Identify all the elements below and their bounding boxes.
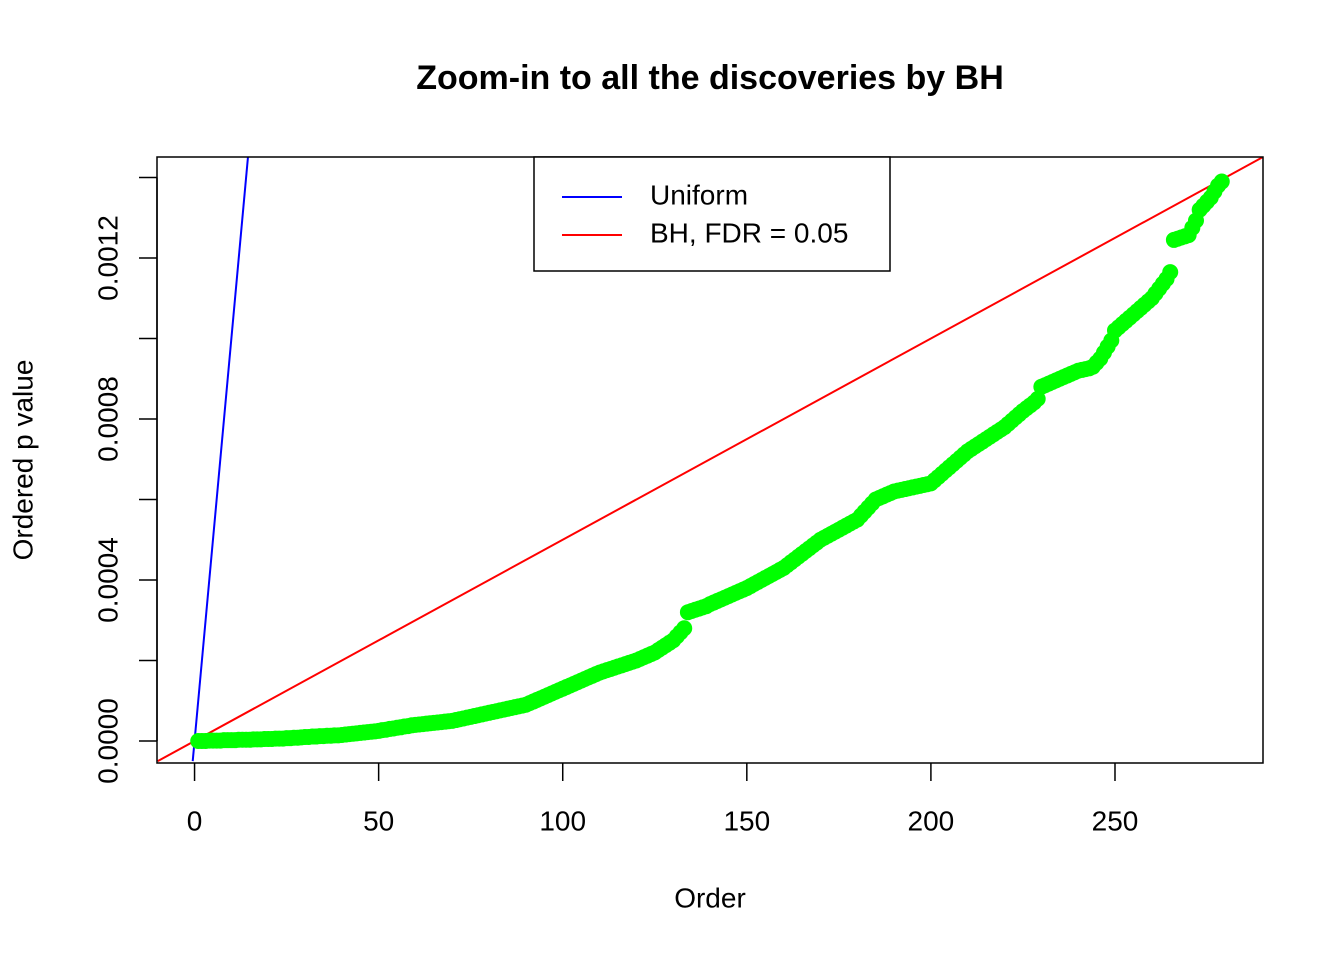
y-axis-label: Ordered p value [7, 360, 38, 561]
point [1213, 173, 1230, 190]
y-tick-label: 0.0008 [92, 376, 123, 462]
point [676, 620, 693, 637]
legend-label: BH, FDR = 0.05 [650, 217, 848, 248]
x-tick-label: 100 [539, 805, 586, 836]
series-line [157, 157, 1263, 762]
x-tick-label: 150 [723, 805, 770, 836]
legend-label: Uniform [650, 179, 748, 210]
point [1029, 390, 1046, 407]
legend-box [533, 156, 891, 272]
x-tick-label: 0 [187, 805, 203, 836]
chart-title: Zoom-in to all the discoveries by BH [416, 59, 1004, 97]
point [1162, 264, 1179, 281]
x-tick-label: 50 [363, 805, 394, 836]
series-line [191, 157, 249, 762]
x-tick-label: 250 [1092, 805, 1139, 836]
y-tick-label: 0.0004 [92, 537, 123, 623]
y-tick-label: 0.0000 [92, 698, 123, 784]
x-axis-label: Order [674, 882, 746, 913]
plot-area [157, 157, 1263, 762]
x-tick-label: 200 [908, 805, 955, 836]
y-tick-label: 0.0012 [92, 215, 123, 301]
